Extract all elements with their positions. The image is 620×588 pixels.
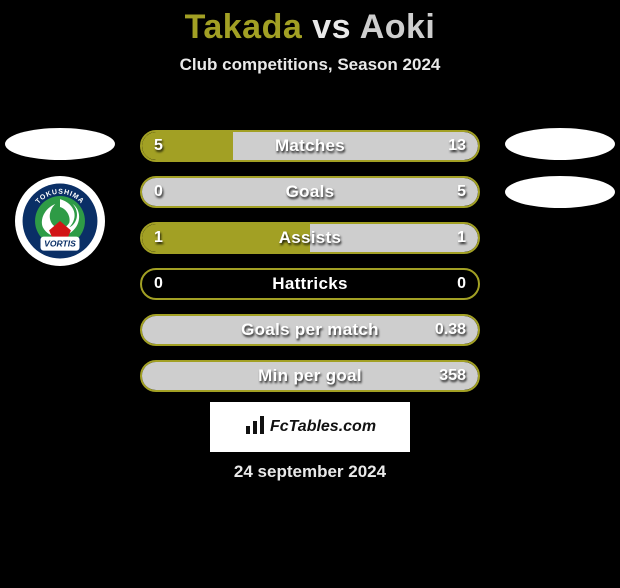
stat-right-value: 1 (457, 224, 466, 252)
date-line: 24 september 2024 (0, 462, 620, 482)
stat-row: 5Matches13 (140, 130, 480, 162)
stat-label: Goals (142, 178, 478, 206)
stat-label: Hattricks (142, 270, 478, 298)
stat-right-value: 0.38 (435, 316, 466, 344)
stat-rows: 5Matches130Goals51Assists10Hattricks0Goa… (140, 130, 480, 392)
badges-left-column: TOKUSHIMA VORTIS (0, 128, 120, 266)
title-player2: Aoki (360, 8, 436, 46)
club-badge-vortis: TOKUSHIMA VORTIS (15, 176, 105, 266)
badge-ellipse (505, 128, 615, 160)
svg-text:VORTIS: VORTIS (44, 239, 76, 249)
stat-label: Assists (142, 224, 478, 252)
badge-ellipse (5, 128, 115, 160)
stat-right-value: 13 (448, 132, 466, 160)
stat-row: 0Hattricks0 (140, 268, 480, 300)
badges-right-column (500, 128, 620, 208)
fctables-chart-icon (244, 414, 266, 441)
page-title: Takada vs Aoki (0, 8, 620, 47)
stat-label: Goals per match (142, 316, 478, 344)
badge-ellipse (505, 176, 615, 208)
stat-row: Min per goal358 (140, 360, 480, 392)
subtitle: Club competitions, Season 2024 (0, 55, 620, 75)
stat-row: Goals per match0.38 (140, 314, 480, 346)
stat-right-value: 0 (457, 270, 466, 298)
title-vs: vs (302, 8, 359, 46)
stat-row: 1Assists1 (140, 222, 480, 254)
stat-label: Min per goal (142, 362, 478, 390)
title-player1: Takada (185, 8, 303, 46)
vortis-logo-icon: TOKUSHIMA VORTIS (21, 182, 99, 260)
fctables-logo-text: FcTables.com (270, 418, 376, 436)
stat-right-value: 5 (457, 178, 466, 206)
fctables-logo-strip: FcTables.com (210, 402, 410, 452)
stat-row: 0Goals5 (140, 176, 480, 208)
stat-label: Matches (142, 132, 478, 160)
stat-right-value: 358 (439, 362, 466, 390)
